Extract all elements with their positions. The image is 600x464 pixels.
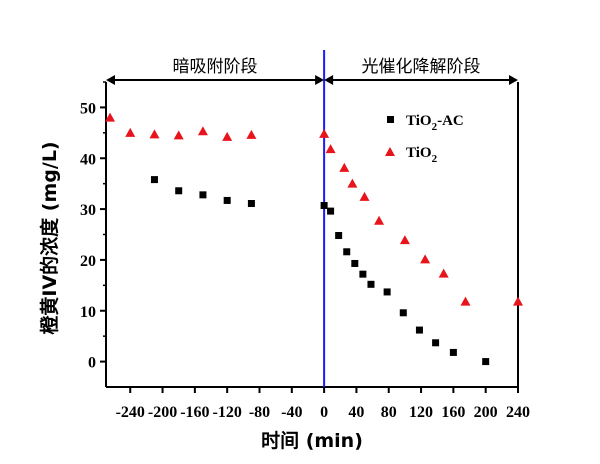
data-point-square xyxy=(150,176,158,184)
data-point-triangle xyxy=(246,129,257,139)
legend: TiO2-AC TiO2 xyxy=(385,113,464,165)
phase-arrowhead-right-0 xyxy=(315,75,325,85)
series-layer xyxy=(105,112,523,366)
y-tick-label: 40 xyxy=(80,151,96,168)
data-point-square xyxy=(175,187,183,195)
data-point-triangle xyxy=(347,178,358,188)
phase-arrowhead-right-1 xyxy=(509,75,518,85)
y-tick-label: 50 xyxy=(80,100,96,117)
x-tick-label: 240 xyxy=(506,404,530,421)
data-point-triangle xyxy=(359,191,370,201)
data-point-triangle xyxy=(438,268,449,278)
legend-entry-tio2: TiO2 xyxy=(406,145,438,165)
x-tick-label: 0 xyxy=(320,404,328,421)
phase-arrowhead-left-0 xyxy=(106,75,115,85)
x-tick-label: -160 xyxy=(180,404,209,421)
data-point-triangle xyxy=(173,130,184,140)
phase-label-1: 光催化降解阶段 xyxy=(362,57,481,77)
data-point-square xyxy=(247,199,255,207)
y-tick-label: 30 xyxy=(80,202,96,219)
data-point-triangle xyxy=(513,296,523,306)
data-point-triangle xyxy=(125,127,136,137)
data-point-triangle xyxy=(149,129,160,139)
phase-annotations: 暗吸附阶段 光催化降解阶段 xyxy=(106,57,518,85)
legend-marker-triangle xyxy=(385,147,395,156)
data-point-triangle xyxy=(399,235,410,245)
x-tick-label: -240 xyxy=(116,404,145,421)
data-point-square xyxy=(367,280,375,288)
data-point-square xyxy=(335,232,343,240)
data-point-triangle xyxy=(460,296,471,306)
x-tick-label: 160 xyxy=(441,404,465,421)
data-point-triangle xyxy=(319,128,330,138)
data-point-triangle xyxy=(339,162,350,172)
data-point-square xyxy=(199,191,207,199)
data-point-square xyxy=(351,259,359,267)
data-point-triangle xyxy=(105,112,116,122)
data-point-square xyxy=(343,248,351,256)
y-ticks: 0 10 20 30 40 50 xyxy=(80,81,106,372)
y-tick-label: 20 xyxy=(80,253,96,270)
data-point-triangle xyxy=(222,131,233,141)
y-tick-label: 10 xyxy=(80,304,96,321)
y-axis-title: 橙黄IV的浓度 (mg/L) xyxy=(38,141,61,334)
data-point-square xyxy=(359,270,367,278)
series-1 xyxy=(105,112,523,306)
data-point-square xyxy=(432,339,440,347)
x-tick-label: -40 xyxy=(281,404,302,421)
x-tick-label: -80 xyxy=(249,404,270,421)
data-point-triangle xyxy=(197,126,208,136)
x-axis-title: 时间 (min) xyxy=(261,430,363,452)
x-tick-label: 200 xyxy=(474,404,498,421)
data-point-square xyxy=(327,207,335,215)
data-point-square xyxy=(482,358,490,366)
x-tick-label: 80 xyxy=(381,404,397,421)
data-point-triangle xyxy=(420,254,431,264)
legend-entry-tio2-ac: TiO2-AC xyxy=(406,113,464,133)
x-tick-label: -200 xyxy=(148,404,177,421)
data-point-square xyxy=(320,202,328,210)
phase-label-0: 暗吸附阶段 xyxy=(173,57,258,77)
x-ticks: -240 -200 -160 -120 -80 -40 0 40 80 120 160 200 240 xyxy=(116,387,530,421)
data-point-triangle xyxy=(325,144,336,154)
data-point-square xyxy=(383,288,391,296)
phase-arrowhead-left-1 xyxy=(324,75,334,85)
data-point-triangle xyxy=(374,215,385,225)
data-point-square xyxy=(415,326,423,334)
x-tick-label: 40 xyxy=(348,404,364,421)
x-tick-label: 120 xyxy=(409,404,433,421)
x-tick-label: -120 xyxy=(213,404,242,421)
legend-marker-square xyxy=(387,116,394,123)
data-point-square xyxy=(223,196,231,204)
y-tick-label: 0 xyxy=(88,355,96,372)
data-point-square xyxy=(399,309,407,317)
series-0 xyxy=(150,176,490,366)
data-point-square xyxy=(449,348,457,356)
